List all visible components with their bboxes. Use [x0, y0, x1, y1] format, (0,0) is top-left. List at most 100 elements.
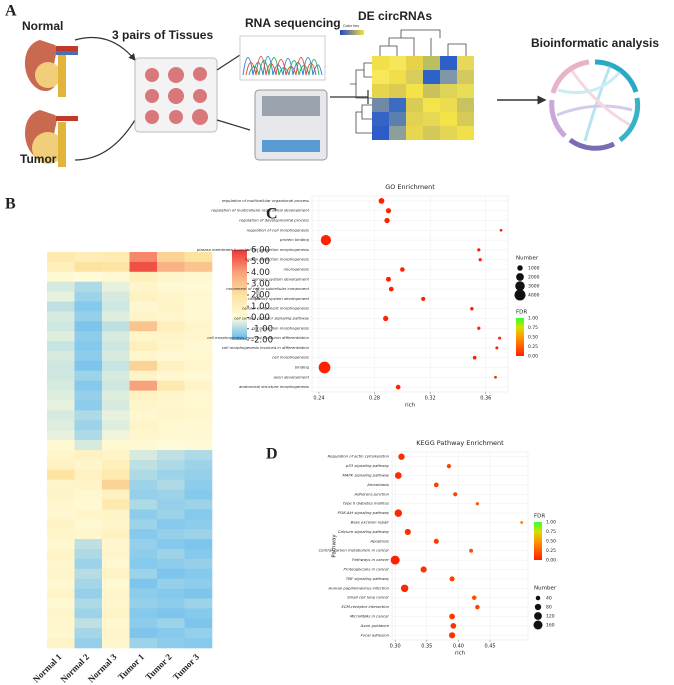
y-tick-label: regulation of multicellular organismal d… [211, 208, 309, 213]
colorbar-tick-label: 0.25 [546, 548, 556, 554]
chart-title: GO Enrichment [385, 183, 435, 191]
colorbar-tick-label: 0.00 [251, 313, 270, 323]
heat-cell [47, 410, 75, 421]
heat-cell [129, 549, 158, 560]
heat-cell [74, 549, 103, 560]
heat-cell [47, 380, 75, 391]
panel-a-art [25, 29, 641, 167]
dot [475, 604, 480, 610]
label: RNA sequencing [245, 16, 341, 30]
heat-cell [129, 420, 158, 431]
heat-cell [184, 469, 213, 480]
heat-cell [157, 450, 185, 461]
heat-cell [47, 440, 75, 451]
heat-cell [129, 252, 158, 263]
dot [470, 306, 474, 311]
dot [472, 355, 477, 360]
heat-cell [102, 568, 130, 579]
heat-cell [129, 301, 158, 312]
heat-cell [47, 400, 75, 411]
heat-cell [47, 351, 75, 362]
y-tick-label: plasma membrane bounded cell projection … [196, 247, 309, 252]
heat-cell [129, 638, 158, 649]
dot [471, 595, 477, 600]
heat-cell [129, 271, 158, 282]
y-tick-label: cellular component morphogenesis [242, 306, 309, 311]
heat-cell [129, 509, 158, 520]
heat-cell [184, 410, 213, 421]
dot [433, 482, 439, 488]
heat-cell [157, 341, 185, 352]
heat-cell [102, 489, 130, 500]
heat-cell [102, 598, 130, 609]
heat-cell [47, 311, 75, 322]
arrow [74, 36, 136, 61]
heat-cell [102, 410, 130, 421]
dot [420, 566, 427, 573]
heat-cell [184, 529, 213, 540]
y-tick-label: Base excision repair [351, 520, 390, 525]
heat-cell [157, 499, 185, 510]
y-tick-label: MicroRNAs in cancer [350, 614, 389, 619]
heat-cell [102, 291, 130, 302]
heat-cell [129, 341, 158, 352]
colorbar-tick-label: 5.00 [251, 257, 270, 267]
y-tick-label: Pathways in cancer [352, 557, 389, 562]
dot [394, 472, 402, 479]
dot [477, 326, 481, 330]
dot [495, 346, 499, 350]
heat-cell [74, 430, 103, 441]
heat-cell [129, 331, 158, 342]
ureter [58, 122, 66, 167]
dot [383, 315, 389, 322]
x-tick-label: Normal 3 [86, 651, 119, 684]
colorbar [232, 250, 247, 340]
dot [475, 502, 479, 506]
heat-cell [184, 301, 213, 312]
legend-title: Number [516, 256, 539, 262]
heat-cell [102, 479, 130, 490]
dot [446, 463, 452, 469]
heat-cell [157, 479, 185, 490]
heat-cell [129, 628, 158, 639]
heat-cell [157, 519, 185, 530]
heat-cell [47, 370, 75, 381]
heat-cell [102, 420, 130, 431]
legend-title: FDR [534, 514, 545, 520]
heat-cell [157, 252, 185, 263]
heat-cell [157, 420, 185, 431]
heat-cell [47, 578, 75, 589]
heat-cell [184, 519, 213, 530]
colorbar [534, 522, 542, 560]
legend-label: 160 [546, 623, 555, 629]
heat-cell [184, 311, 213, 322]
dot [378, 198, 385, 204]
heat-cell [129, 578, 158, 589]
heat-cell [157, 539, 185, 550]
y-tick-label: nervous system development [253, 276, 310, 281]
heat-cell [102, 252, 130, 263]
heat-cell [74, 568, 103, 579]
heat-cell [129, 410, 158, 421]
heat-cell [47, 420, 75, 431]
dot [395, 384, 401, 390]
heat-cell [157, 529, 185, 540]
heat-cell [74, 469, 103, 480]
y-tick-label: Apoptosis [369, 538, 389, 543]
y-tick-label: Regulation of actin cytoskeleton [328, 454, 390, 459]
heat-cell [129, 380, 158, 391]
heat-cell [129, 469, 158, 480]
heat-cell [129, 351, 158, 362]
heat-cell [102, 529, 130, 540]
y-tick-label: protein binding [279, 237, 310, 242]
heat-cell [47, 469, 75, 480]
heat-cell [157, 598, 185, 609]
y-tick-label: cell projection morphogenesis [252, 325, 309, 330]
legend-label: 3000 [528, 284, 540, 290]
y-tick-label: TNF signaling pathway [346, 576, 390, 581]
colorbar-tick-label: 0.50 [546, 539, 556, 545]
tumor-blob [32, 132, 64, 164]
heat-cell [157, 628, 185, 639]
heat-cell [102, 459, 130, 471]
colorbar-tick-label: 1.00 [528, 316, 538, 322]
